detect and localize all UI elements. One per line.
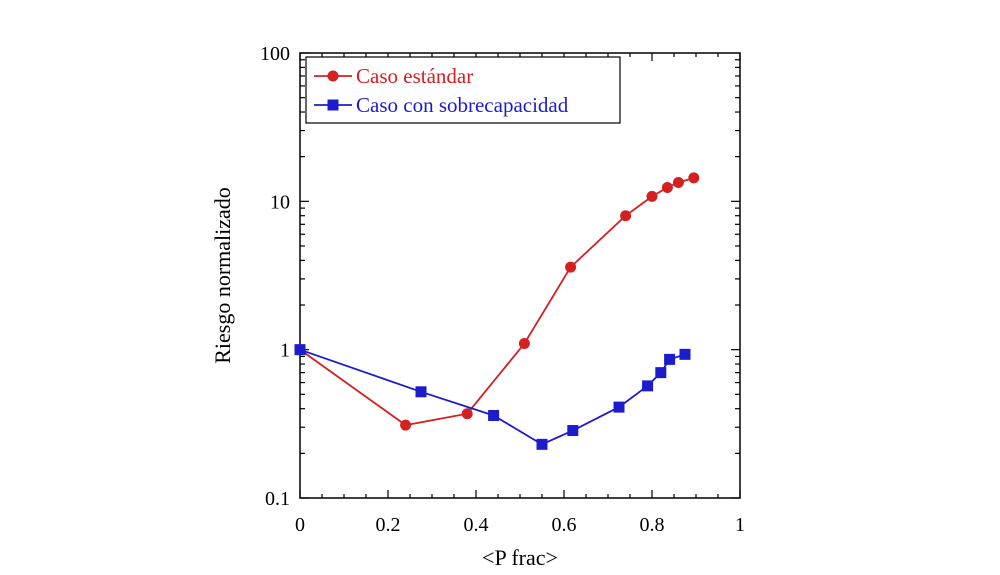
series-2-point: [536, 438, 548, 450]
legend-label-2: Caso con sobrecapacidad: [356, 93, 569, 117]
series-1-point: [400, 419, 412, 431]
series-1-point: [620, 210, 632, 222]
legend-marker-2: [327, 99, 339, 111]
series-line-1: [299, 176, 695, 427]
legend-label-1: Caso estándar: [356, 64, 473, 88]
x-tick-label: 0.2: [376, 514, 401, 536]
series-1-point: [565, 261, 577, 273]
legend-marker-1: [327, 70, 339, 82]
x-tick-label: 0.6: [552, 514, 577, 536]
y-tick-label: 10: [270, 191, 290, 213]
series-2-point: [415, 386, 427, 398]
x-tick-label: 0.8: [640, 514, 665, 536]
series-2-point: [664, 353, 676, 365]
series-1-point: [518, 338, 530, 350]
series-2-point: [294, 344, 306, 356]
x-tick-label: 1: [735, 514, 745, 536]
y-axis-label: Riesgo normalizado: [210, 187, 235, 364]
series-line-2: [299, 348, 686, 446]
series-2-point: [642, 380, 654, 392]
series-2-point: [613, 401, 625, 413]
legend: Caso estándar Caso con sobrecapacidad: [305, 56, 621, 124]
series-1-point: [688, 172, 700, 184]
legend-box: [305, 56, 621, 124]
y-tick-label: 100: [260, 43, 290, 65]
series-1-point: [461, 408, 473, 420]
x-tick-label: 0.4: [464, 514, 489, 536]
x-axis-label: <P frac>: [482, 545, 558, 570]
y-tick-label: 1: [280, 340, 290, 362]
series-1-point: [661, 181, 673, 193]
series-2-point: [488, 409, 500, 421]
series-1-point: [672, 176, 684, 188]
series-2-point: [567, 425, 579, 437]
series-2-point: [655, 367, 667, 379]
axes: 0 0.2 0.4 0.6 0.8 1 0.1 1 10 100 <P frac> Riesgo no…: [210, 43, 745, 570]
y-tick-label: 0.1: [265, 488, 290, 510]
x-tick-label: 0: [295, 514, 305, 536]
series-layer: [294, 172, 700, 450]
series-2-point: [679, 348, 691, 360]
series-1-point: [646, 190, 658, 202]
